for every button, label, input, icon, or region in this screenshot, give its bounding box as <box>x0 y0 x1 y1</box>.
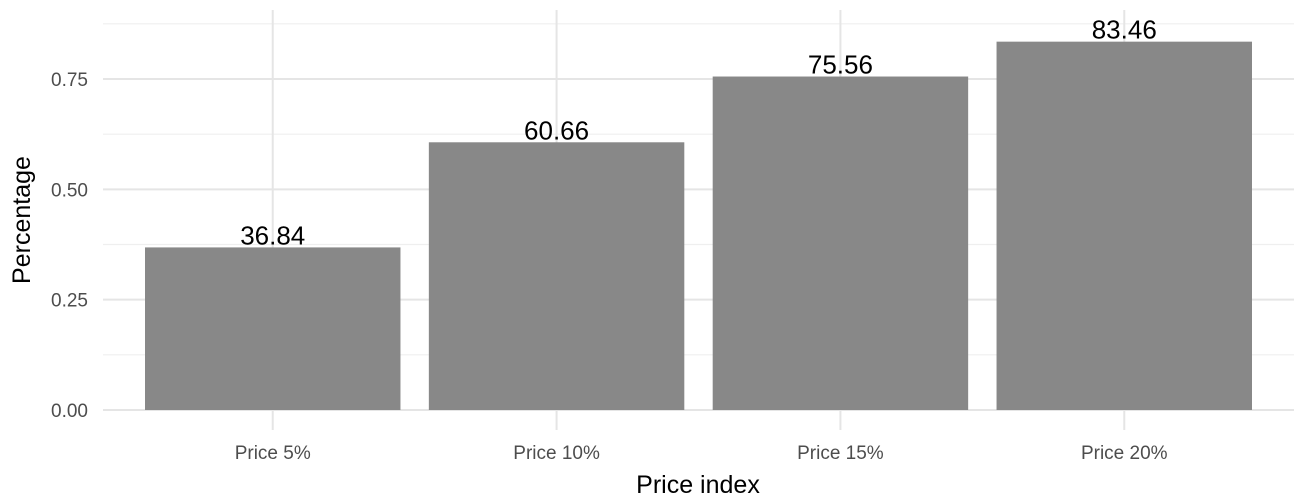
data-label: 75.56 <box>808 50 873 80</box>
data-label: 83.46 <box>1092 15 1157 45</box>
x-axis-title: Price index <box>636 471 760 497</box>
data-label: 36.84 <box>240 220 305 250</box>
bar <box>145 247 401 410</box>
bar <box>428 142 685 410</box>
y-tick-label: 0.50 <box>51 180 88 201</box>
x-axis: Price 5% Price 10% Price 15% Price 20% <box>235 443 1168 464</box>
y-tick-label: 0.00 <box>51 401 88 422</box>
y-axis: 0.00 0.25 0.50 0.75 <box>51 70 88 422</box>
y-axis-title: Percentage <box>8 156 36 284</box>
x-tick-label: Price 20% <box>1081 443 1168 464</box>
x-tick-label: Price 15% <box>797 443 884 464</box>
data-labels-layer: 36.84 60.66 75.56 83.46 <box>240 15 1157 251</box>
y-tick-label: 0.25 <box>51 291 88 312</box>
y-tick-label: 0.75 <box>51 70 88 91</box>
data-label: 60.66 <box>524 115 589 145</box>
bars-layer <box>145 41 1252 410</box>
x-tick-label: Price 10% <box>513 443 600 464</box>
x-tick-label: Price 5% <box>235 443 311 464</box>
bar <box>996 41 1252 410</box>
bar <box>712 76 969 410</box>
